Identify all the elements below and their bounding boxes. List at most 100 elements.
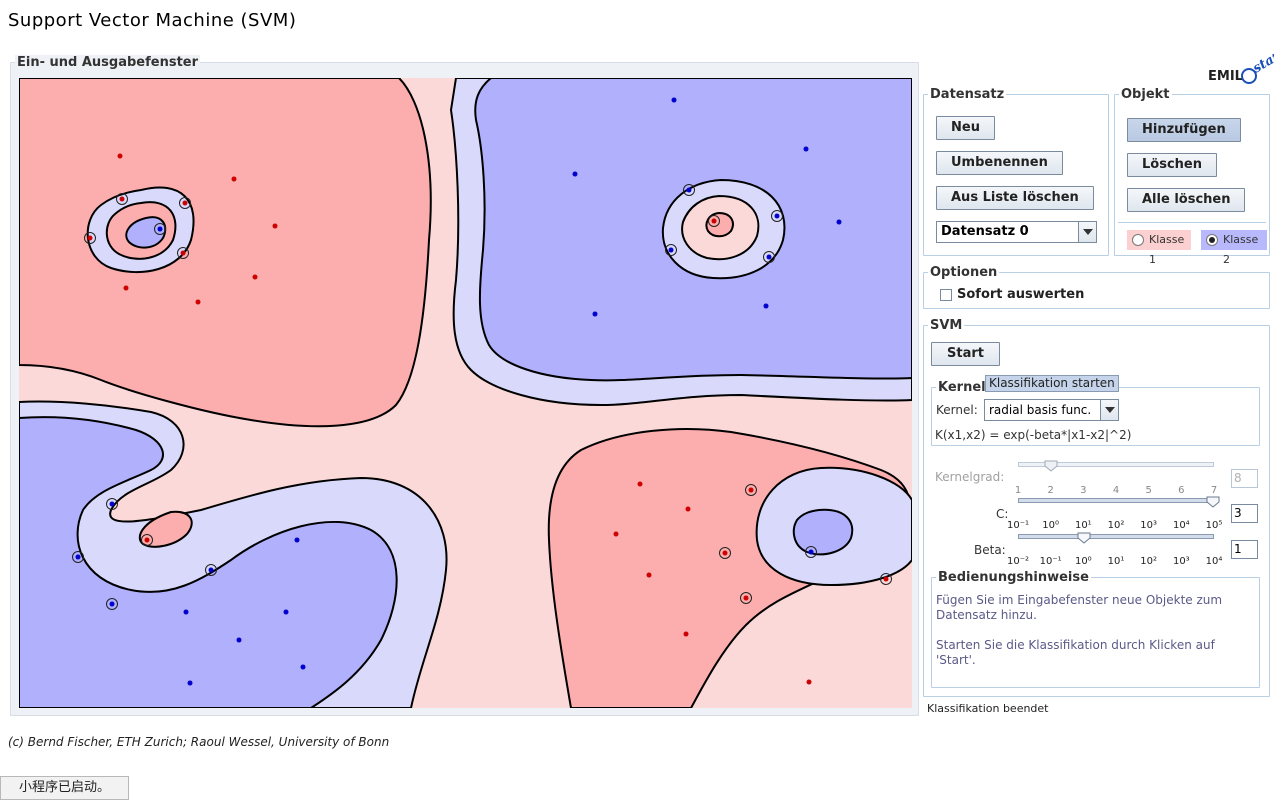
class2-point[interactable] — [766, 254, 772, 260]
remove-dataset-button[interactable]: Aus Liste löschen — [936, 186, 1094, 210]
class2-radio-dot[interactable] — [1206, 234, 1218, 246]
class1-point[interactable] — [683, 631, 689, 637]
tick-label: 1 — [1014, 485, 1022, 496]
class1-radio-dot[interactable] — [1132, 234, 1144, 246]
options-legend: Optionen — [928, 265, 1000, 280]
class2-point[interactable] — [157, 226, 163, 232]
class1-point[interactable] — [748, 487, 754, 493]
chevron-down-icon[interactable] — [1100, 400, 1118, 420]
class2-point[interactable] — [109, 601, 115, 607]
io-panel-legend: Ein- und Ausgabefenster — [15, 55, 201, 70]
help-text-1: Fügen Sie im Eingabefenster neue Objekte… — [936, 593, 1223, 622]
class1-point[interactable] — [87, 235, 93, 241]
delete-all-objects-button[interactable]: Alle löschen — [1127, 188, 1246, 212]
ring-redcore-topright — [705, 211, 734, 238]
support-vector-ring — [205, 564, 217, 576]
beta-field[interactable]: 1 — [1231, 540, 1258, 559]
class2-point[interactable] — [803, 146, 809, 152]
rename-dataset-button[interactable]: Umbenennen — [936, 151, 1063, 175]
class2-point[interactable] — [300, 664, 306, 670]
class1-point[interactable] — [119, 196, 125, 202]
class1-point[interactable] — [252, 274, 258, 280]
delete-object-button[interactable]: Löschen — [1127, 153, 1217, 177]
kernelgrad-slider-track[interactable] — [1018, 462, 1214, 467]
class1-point[interactable] — [195, 299, 201, 305]
start-button[interactable]: Start — [931, 342, 1000, 366]
class2-radio[interactable]: Klasse 2 — [1201, 230, 1267, 266]
class1-point[interactable] — [637, 481, 643, 487]
class2-point[interactable] — [236, 637, 242, 643]
class2-point[interactable] — [294, 537, 300, 543]
class2-point[interactable] — [668, 247, 674, 253]
dataset-panel: Datensatz — [923, 87, 1109, 256]
class2-point[interactable] — [592, 311, 598, 317]
tick-label: 4 — [1112, 485, 1120, 496]
instant-evaluate-checkbox[interactable] — [940, 289, 952, 301]
class1-point[interactable] — [180, 250, 186, 256]
class2-point[interactable] — [75, 554, 81, 560]
class1-point[interactable] — [722, 550, 728, 556]
chevron-down-icon[interactable] — [1078, 222, 1096, 242]
class2-point[interactable] — [671, 97, 677, 103]
new-dataset-button[interactable]: Neu — [936, 116, 995, 140]
applet-status: 小程序已启动。 — [0, 776, 129, 800]
help-text-2: Starten Sie die Klassifikation durch Kli… — [936, 638, 1215, 667]
class2-point[interactable] — [763, 303, 769, 309]
class1-point[interactable] — [123, 285, 129, 291]
support-vector-ring — [154, 223, 166, 235]
tick-label: 10² — [1140, 556, 1158, 567]
tick-label: 10⁰ — [1042, 520, 1060, 531]
c-slider-track[interactable] — [1018, 498, 1214, 503]
class1-point[interactable] — [117, 153, 123, 159]
svm-legend: SVM — [928, 318, 965, 333]
c-slider-thumb[interactable] — [1206, 496, 1220, 508]
class1-point[interactable] — [806, 679, 812, 685]
add-object-button[interactable]: Hinzufügen — [1127, 118, 1241, 142]
support-vector-ring — [179, 197, 191, 209]
class1-point[interactable] — [613, 531, 619, 537]
class2-point[interactable] — [686, 187, 692, 193]
class1-point[interactable] — [144, 537, 150, 543]
kernel-legend: Kernel — [936, 380, 988, 395]
dataset-select-value: Datensatz 0 — [941, 224, 1029, 239]
support-vector-ring — [740, 592, 752, 604]
footer-credit: (c) Bernd Fischer, ETH Zurich; Raoul Wes… — [8, 735, 390, 749]
support-vector-ring — [72, 551, 84, 563]
class2-point[interactable] — [208, 567, 214, 573]
kernelgrad-label: Kernelgrad: — [935, 470, 1005, 484]
class2-point[interactable] — [187, 680, 193, 686]
class1-point[interactable] — [743, 595, 749, 601]
class2-point[interactable] — [836, 219, 842, 225]
options-panel: Optionen — [923, 265, 1270, 309]
svm-panel: SVM — [923, 318, 1270, 697]
beta-slider-track[interactable] — [1018, 534, 1214, 539]
plot-area[interactable] — [18, 77, 914, 709]
beta-slider-thumb[interactable] — [1077, 532, 1091, 544]
class1-point[interactable] — [685, 506, 691, 512]
class2-point[interactable] — [808, 549, 814, 555]
c-field[interactable]: 3 — [1231, 504, 1258, 523]
tick-label: 3 — [1080, 485, 1087, 496]
class1-point[interactable] — [711, 218, 717, 224]
class2-point[interactable] — [109, 501, 115, 507]
tick-label: 10⁴ — [1205, 556, 1223, 567]
class1-point[interactable] — [231, 176, 237, 182]
support-vector-ring — [805, 546, 817, 558]
kernelgrad-slider-thumb[interactable] — [1044, 460, 1058, 472]
class1-point[interactable] — [272, 223, 278, 229]
class2-point[interactable] — [774, 213, 780, 219]
class2-point[interactable] — [572, 171, 578, 177]
kernel-label: Kernel: — [936, 403, 978, 417]
kernel-select[interactable]: radial basis func. — [984, 399, 1119, 421]
class2-point[interactable] — [283, 609, 289, 615]
dataset-select[interactable]: Datensatz 0 — [936, 221, 1097, 243]
decision-boundary-plot[interactable] — [18, 77, 914, 709]
kernelgrad-field[interactable]: 8 — [1231, 469, 1258, 488]
class2-point[interactable] — [183, 609, 189, 615]
class1-radio[interactable]: Klasse 1 — [1127, 230, 1191, 266]
class1-point[interactable] — [646, 572, 652, 578]
class1-point[interactable] — [883, 576, 889, 582]
class1-point[interactable] — [182, 200, 188, 206]
logo-suffix: stat — [1250, 54, 1274, 76]
io-panel: Ein- und Ausgabefenster — [10, 55, 919, 716]
